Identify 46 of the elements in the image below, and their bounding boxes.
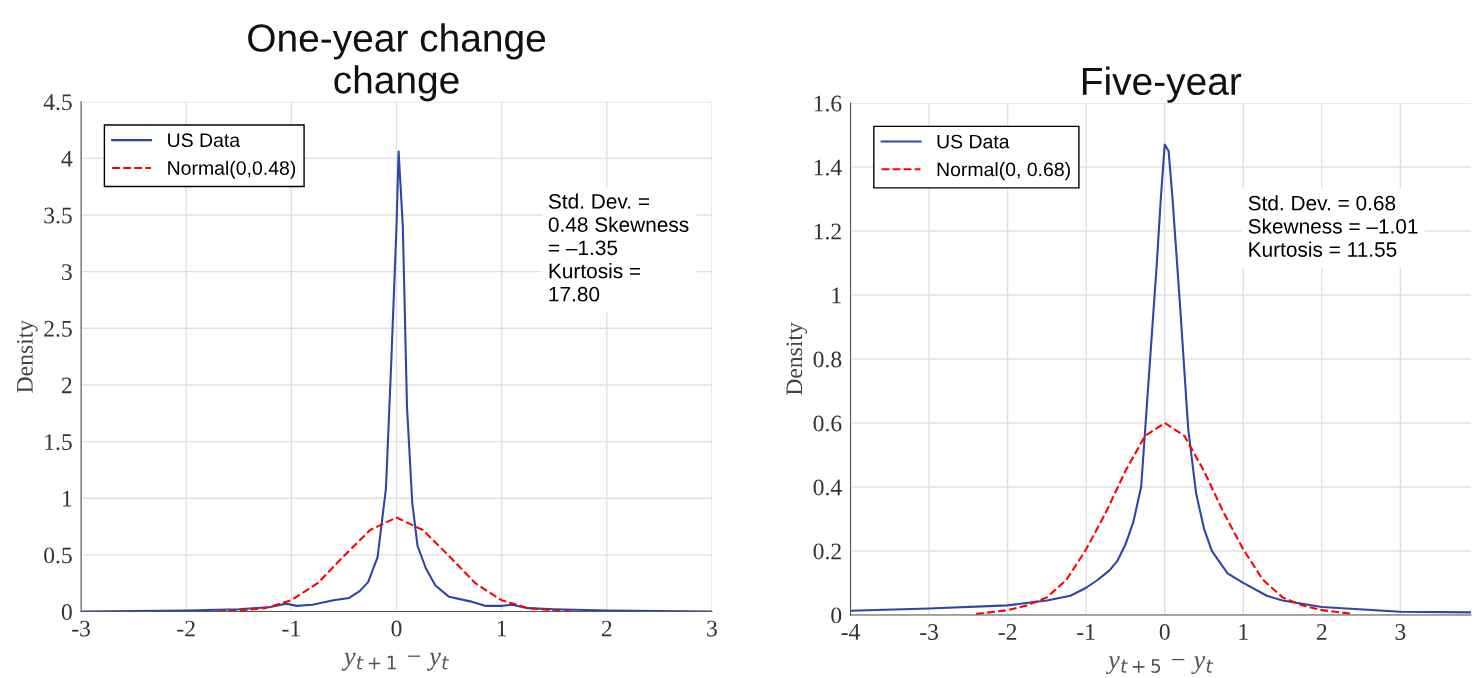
x-tick-label: 0 [1159,623,1170,640]
y-tick-label: 0.4 [813,479,842,496]
y-tick-label: 0.2 [813,543,841,560]
y-tick-label: 0.5 [44,547,72,564]
y-tick-label: 1.4 [814,159,842,176]
y-tick-label: 1.6 [814,95,842,112]
x-tick-label: 1 [1239,624,1248,640]
y-tick-label: 0.8 [813,351,842,368]
x-tick-label: -1 [282,620,300,637]
y-tick-label: 1.5 [45,434,72,451]
y-tick-label: 2.5 [44,320,72,337]
y-tick-label: 4 [61,151,73,167]
y-axis-title: Density [786,322,808,396]
y-tick-label: 2 [61,377,72,394]
y-tick-label: 3 [62,264,72,281]
x-tick-label: -3 [72,620,90,637]
x-axis-title: y$_{t+1}$ − y$_{t}$ [341,652,449,671]
annotation: Std. Dev. = 0.68 Skewness = –1.01 Kurtosis = 11.55 [1248,195,1418,257]
x-axis-title: y$_{t+5}$ − y$_{t}$ [1105,656,1214,675]
x-tick-label: 2 [1316,624,1327,640]
x-tick-label: 1 [497,620,507,637]
y-tick-label: 0.6 [813,415,842,432]
y-tick-label: 1 [832,287,841,304]
y-tick-label: 3.5 [44,207,72,224]
y-tick-label: 1.2 [814,223,841,240]
y-tick-label: 0 [61,604,72,620]
y-axis-title: Density [16,320,38,393]
chart-title: One-year change change [248,23,546,102]
legend-label: Normal(0,0.48) [168,160,296,179]
legend-label: Normal(0, 0.68) [937,162,1070,181]
y-tick-label: 4.5 [43,94,72,111]
legend-label: US Data [168,133,241,148]
x-tick-label: -1 [1077,624,1095,640]
annotation: Std. Dev. = 0.48 Skewness = –1.35 Kurtosis = 17.80 [548,193,689,302]
x-tick-label: -4 [841,624,860,640]
x-tick-label: 0 [391,620,402,637]
x-tick-label: 3 [707,620,717,637]
x-tick-label: -2 [998,624,1017,640]
legend-label: US Data [937,134,1010,149]
x-tick-label: 2 [601,620,612,637]
x-tick-label: -3 [920,624,938,640]
x-tick-label: -2 [177,620,195,637]
x-tick-label: 3 [1395,624,1406,640]
chart-title: Five-year [1082,66,1242,103]
y-tick-label: 1 [63,490,72,507]
y-tick-label: 0 [831,607,842,624]
